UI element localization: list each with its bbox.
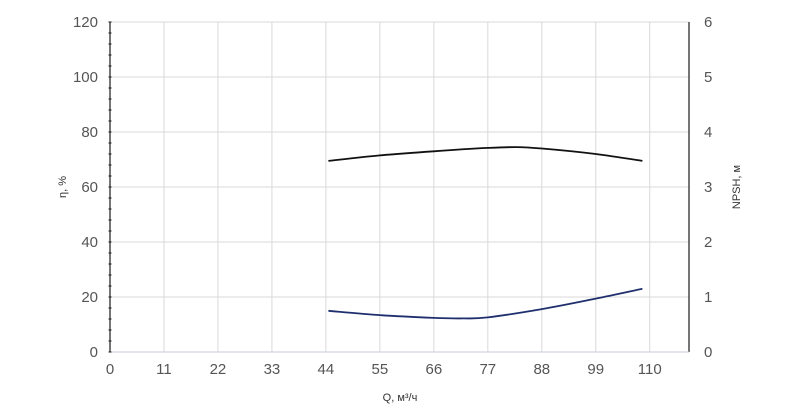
- npsh-series-line: [328, 287, 643, 320]
- right-y-tick-label: 4: [704, 124, 712, 141]
- x-tick-label: 22: [210, 361, 227, 378]
- grid-lines: [110, 21, 689, 352]
- x-axis-title: Q, м³/ч: [383, 392, 418, 404]
- right-y-tick-label: 6: [704, 14, 712, 31]
- x-tick-label: 77: [479, 361, 496, 378]
- x-tick-label: 66: [426, 361, 443, 378]
- left-y-tick-label: 0: [90, 344, 98, 361]
- x-tick-label: 44: [318, 361, 335, 378]
- left-y-tick-label: 100: [73, 69, 98, 86]
- x-tick-label: 11: [156, 361, 172, 378]
- left-y-tick-label: 80: [81, 124, 98, 141]
- left-y-tick-label: 40: [81, 234, 98, 251]
- series-layer: [328, 146, 643, 320]
- x-tick-label: 55: [372, 361, 389, 378]
- left-y-tick-label: 60: [81, 179, 98, 196]
- efficiency-series-line: [328, 146, 643, 162]
- x-tick-label: 88: [533, 361, 550, 378]
- left-y-tick-label: 120: [73, 14, 98, 31]
- x-tick-label: 33: [264, 361, 281, 378]
- right-axis-title: NPSH, м: [731, 165, 743, 209]
- right-y-tick-label: 5: [704, 69, 712, 86]
- right-y-tick-label: 3: [704, 179, 712, 196]
- right-y-tick-label: 1: [704, 289, 712, 306]
- left-y-tick-label: 20: [81, 289, 98, 306]
- left-axis-title: η, %: [57, 176, 69, 198]
- axes: [108, 21, 690, 353]
- right-y-tick-label: 2: [704, 234, 712, 251]
- right-y-tick-label: 0: [704, 344, 712, 361]
- x-tick-label: 0: [106, 361, 114, 378]
- x-tick-label: 110: [638, 361, 662, 378]
- x-tick-label: 99: [587, 361, 604, 378]
